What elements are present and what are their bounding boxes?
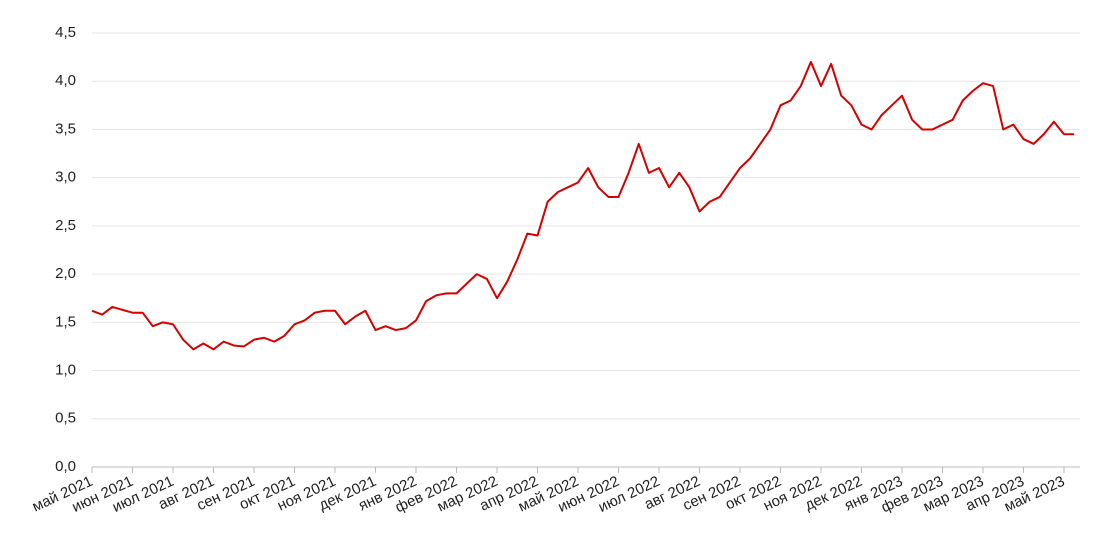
y-tick-label: 0,0 bbox=[55, 458, 76, 475]
y-tick-label: 3,0 bbox=[55, 169, 76, 186]
y-tick-label: 2,5 bbox=[55, 217, 76, 234]
y-tick-label: 3,5 bbox=[55, 120, 76, 137]
line-series bbox=[91, 60, 1075, 351]
y-tick-label: 1,0 bbox=[55, 362, 76, 379]
y-tick-label: 0,5 bbox=[55, 410, 76, 427]
y-tick-label: 1,5 bbox=[55, 313, 76, 330]
y-tick-label: 2,0 bbox=[55, 265, 76, 282]
y-tick-label: 4,0 bbox=[55, 72, 76, 89]
y-tick-label: 4,5 bbox=[55, 24, 76, 41]
